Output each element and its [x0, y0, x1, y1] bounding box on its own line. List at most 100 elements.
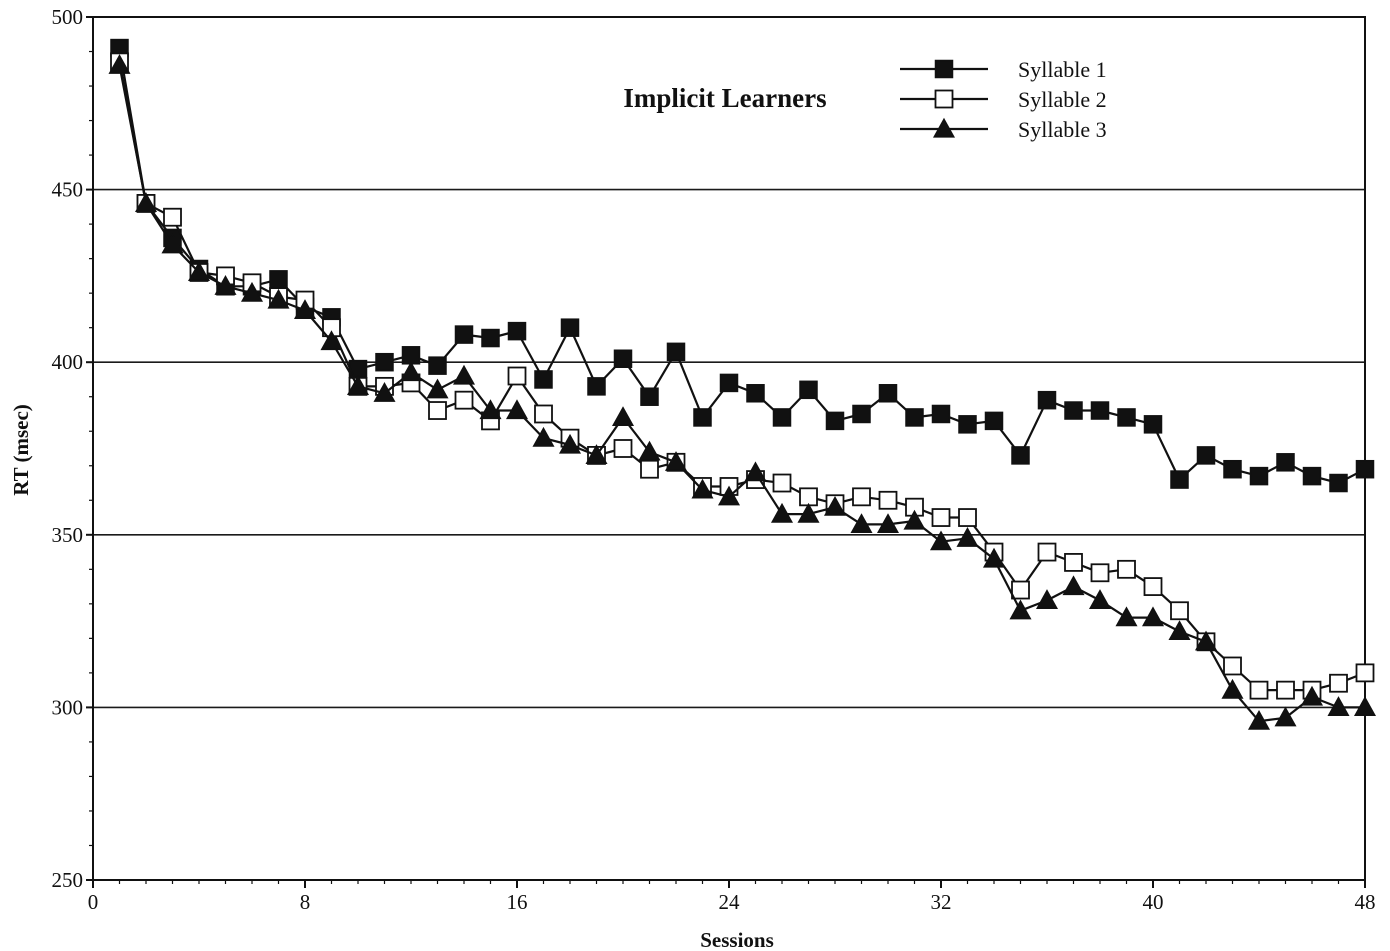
x-tick-label-48: 48	[1355, 890, 1376, 914]
series-group	[108, 38, 1377, 730]
series-2-point	[772, 473, 792, 493]
plot-frame	[92, 16, 1366, 881]
series-1-point	[1170, 470, 1189, 489]
series-3-point	[717, 485, 741, 506]
series-3-point	[1115, 606, 1138, 627]
series-3-point	[1353, 696, 1377, 717]
series-3-point	[1247, 709, 1271, 730]
series-2-point	[1329, 673, 1348, 693]
legend-item-1: Syllable 1	[900, 57, 1107, 82]
series-2-point	[1170, 601, 1189, 621]
series-2-point	[1249, 680, 1269, 700]
series-3-point	[770, 502, 794, 523]
axes: 250 300 350 400 450 500 0 8 16 24 32 40 48	[52, 5, 1376, 914]
series-3-point	[611, 406, 635, 427]
series-3-point	[850, 513, 873, 534]
series-3-point	[187, 261, 211, 282]
series-1-point	[719, 373, 739, 393]
series-3-point	[1035, 589, 1059, 609]
series-2-point	[163, 207, 182, 227]
series-3-point	[876, 513, 900, 534]
series-2-point	[454, 390, 474, 410]
series-3-point	[1221, 678, 1244, 699]
series-2-point	[1223, 656, 1242, 676]
series-1-point	[1011, 446, 1030, 465]
series-3-point	[1300, 685, 1324, 706]
series-1-point	[1090, 401, 1110, 420]
legend-item-3: Syllable 3	[900, 117, 1107, 142]
series-1-point	[1117, 408, 1136, 427]
series-3-point	[638, 440, 661, 461]
series-3-point	[373, 382, 396, 402]
series-3-point	[1327, 696, 1350, 717]
series-3-point	[744, 461, 767, 482]
series-1-point	[958, 415, 977, 434]
series-3-point	[664, 451, 688, 471]
series-3-point	[1088, 589, 1112, 609]
legend-item-2: Syllable 2	[900, 87, 1107, 112]
series-1-point	[401, 346, 421, 365]
series-2-point	[428, 401, 447, 420]
y-tick-label-400: 400	[52, 350, 84, 374]
series-1-point	[1143, 415, 1163, 434]
series-3-point	[1141, 606, 1165, 627]
series-3-point	[240, 281, 264, 302]
x-tick-label-8: 8	[300, 890, 311, 914]
series-2-point	[1090, 563, 1110, 583]
series-3-point	[903, 509, 926, 530]
series-3-point	[1274, 706, 1297, 727]
series-3-point	[691, 478, 714, 499]
y-tick-label-450: 450	[52, 178, 84, 202]
series-1-point	[534, 370, 553, 389]
series-1-point	[1064, 401, 1083, 420]
series-3-point	[956, 527, 979, 547]
series-1-point	[852, 404, 871, 424]
series-3-point	[134, 192, 158, 213]
y-tick-label-250: 250	[52, 868, 84, 892]
series-3-point	[479, 399, 502, 420]
series-1-point	[746, 384, 765, 403]
y-tick-label-350: 350	[52, 523, 84, 547]
series-1-point	[693, 408, 712, 427]
series-2-line	[118, 61, 1366, 692]
series-2-point	[1037, 542, 1057, 562]
series-1-point	[269, 270, 288, 289]
series-1-point	[1329, 473, 1348, 493]
series-3-point	[823, 495, 847, 516]
series-1-point	[507, 321, 527, 341]
legend-marker	[934, 59, 954, 79]
series-1-point	[878, 384, 898, 403]
series-3-point	[1062, 575, 1085, 596]
series-3-point	[346, 375, 370, 395]
series-3-point	[214, 275, 237, 295]
legend-marker	[932, 117, 956, 138]
legend-label: Syllable 2	[1018, 87, 1107, 112]
series-1-point	[799, 380, 818, 400]
series-3-point	[982, 547, 1006, 568]
series-3-point	[1194, 630, 1218, 651]
series-1-point	[825, 411, 845, 431]
series-3-point	[399, 361, 423, 382]
series-1-point	[428, 356, 447, 375]
series-2-point	[1011, 580, 1030, 600]
series-2-point	[1355, 663, 1375, 683]
series-3-point	[108, 54, 131, 74]
series-1-point	[905, 408, 924, 427]
series-1-point	[560, 318, 580, 337]
series-2-point	[878, 490, 898, 510]
y-axis-title: RT (msec)	[9, 404, 33, 496]
series-1-point	[1037, 390, 1057, 410]
series-1-point	[1302, 466, 1322, 486]
series-1-point	[640, 387, 659, 406]
series-2-point	[1064, 553, 1083, 572]
x-axis-title: Sessions	[700, 928, 774, 951]
series-1-point	[1276, 453, 1295, 472]
series-1-point	[613, 349, 633, 368]
legend-marker	[934, 89, 954, 109]
legend-label: Syllable 1	[1018, 57, 1107, 82]
series-1-point	[481, 328, 500, 348]
series-2-point	[931, 508, 951, 527]
x-tick-label-32: 32	[931, 890, 952, 914]
series-3-point	[1168, 620, 1191, 641]
